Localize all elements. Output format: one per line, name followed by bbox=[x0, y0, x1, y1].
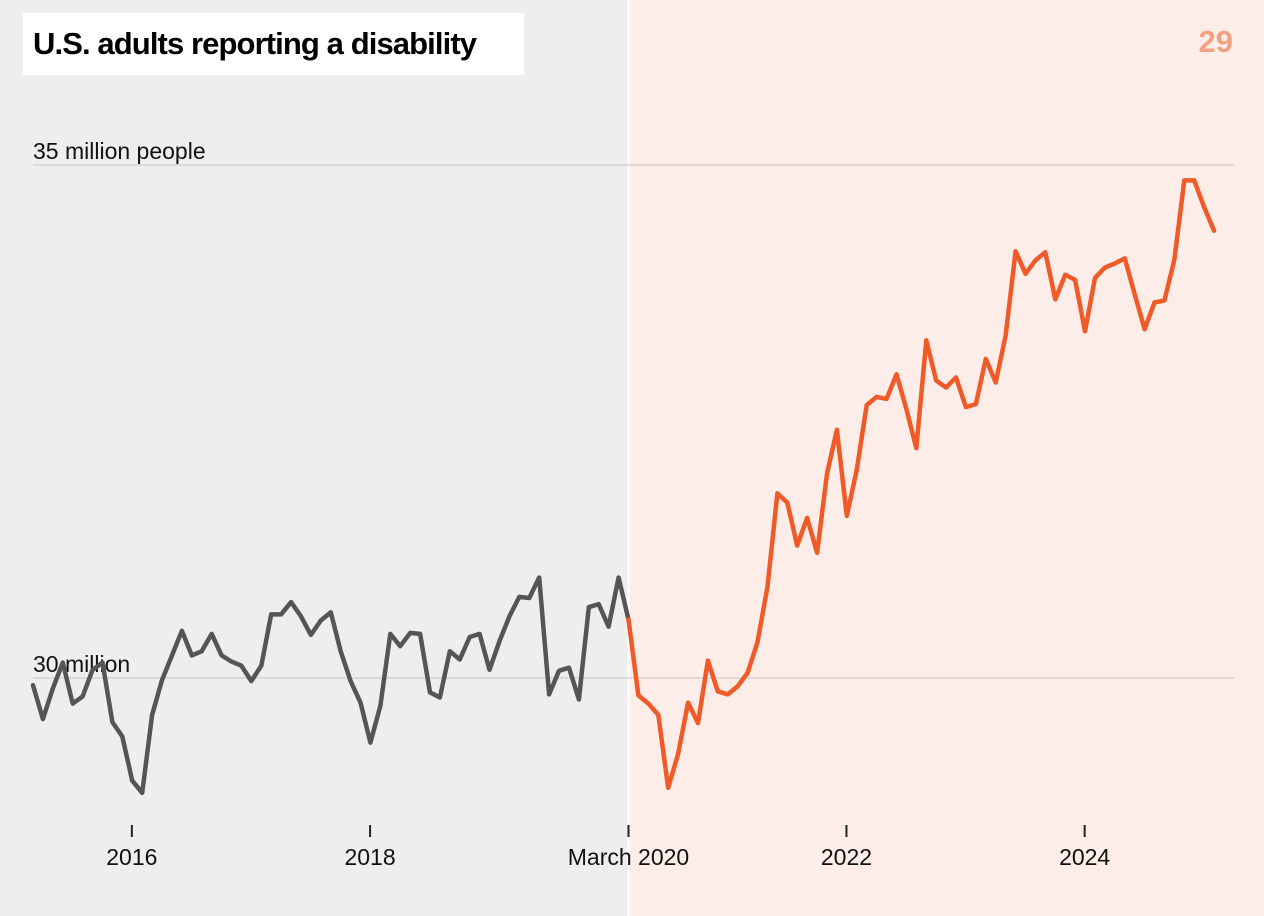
x-tick-label: 2024 bbox=[1059, 844, 1110, 870]
post-period-background bbox=[628, 0, 1264, 916]
page-number: 29 bbox=[1198, 24, 1233, 59]
chart-title: U.S. adults reporting a disability bbox=[33, 26, 477, 61]
post-march-2020-series-line bbox=[626, 178, 1217, 791]
pre-period-background bbox=[0, 0, 629, 916]
y-tick-label: 35 million people bbox=[33, 138, 206, 164]
x-tick-label: 2016 bbox=[106, 844, 157, 870]
x-tick-label: 2018 bbox=[344, 844, 395, 870]
y-tick-label: 30 million bbox=[33, 651, 130, 677]
pre-march-2020-series-line bbox=[30, 575, 631, 796]
x-tick-label: March 2020 bbox=[568, 844, 689, 870]
chart-title-box: U.S. adults reporting a disability bbox=[23, 13, 524, 75]
x-tick-label: 2022 bbox=[821, 844, 872, 870]
